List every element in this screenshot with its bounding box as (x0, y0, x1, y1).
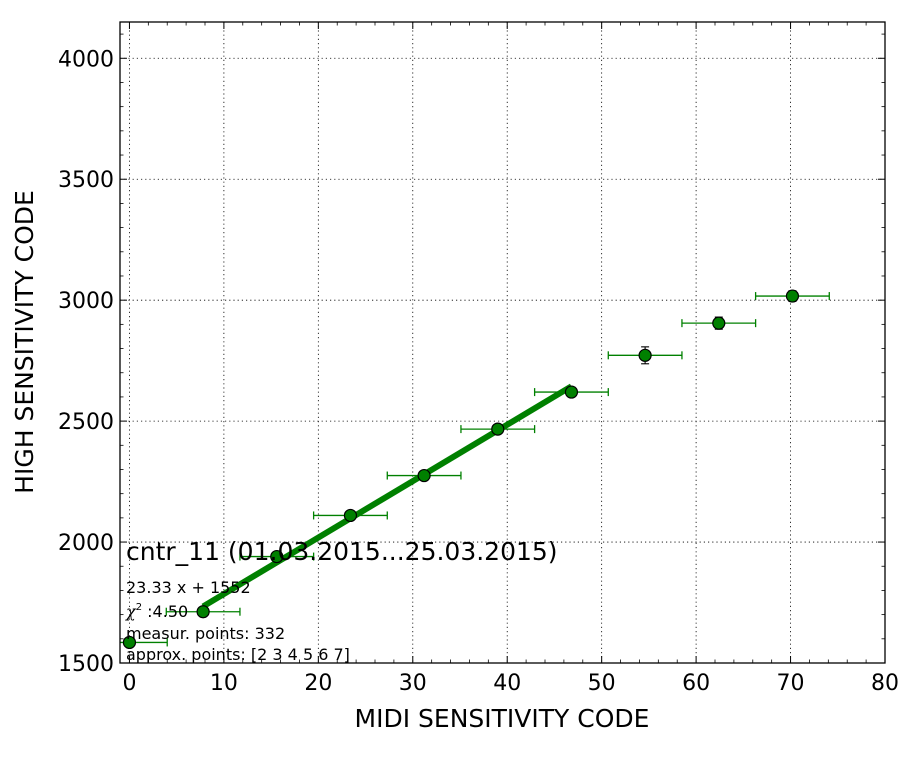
data-points (122, 289, 800, 650)
x-tick-label: 20 (304, 671, 332, 696)
chi-value: :4.50 (142, 602, 188, 621)
x-tick-label: 50 (588, 671, 616, 696)
y-tick-label: 2000 (58, 531, 114, 556)
data-point (270, 549, 284, 564)
data-point (417, 468, 431, 483)
chi-symbol: χ (125, 602, 137, 621)
x-tick-label: 30 (399, 671, 427, 696)
tick-labels: 0 10 20 30 40 50 60 70 80 1500 2000 2500 3000 3500 400… (58, 47, 899, 696)
annotations: cntr_11 (01.03.2015...25.03.2015) 23.33 … (125, 537, 558, 664)
y-tick-label: 3500 (58, 168, 114, 193)
data-point (564, 385, 579, 399)
annotation-chi-square: χ2 :4.50 (125, 602, 188, 621)
data-point (491, 422, 505, 436)
x-tick-label: 60 (682, 671, 710, 696)
data-point (343, 508, 358, 523)
chi-exponent: 2 (136, 602, 142, 613)
fit-line-segment (201, 383, 573, 609)
y-axis-label: HIGH SENSITIVITY CODE (10, 190, 39, 494)
data-point (638, 348, 652, 362)
data-point (712, 316, 726, 330)
ticks (120, 22, 886, 664)
annotation-equation: 23.33 x + 1552 (126, 578, 251, 597)
x-tick-label: 10 (210, 671, 238, 696)
x-tick-label: 40 (493, 671, 521, 696)
plot-area (120, 289, 830, 650)
grid (120, 22, 885, 663)
annotation-title: cntr_11 (01.03.2015...25.03.2015) (126, 537, 558, 566)
x-tick-label: 70 (777, 671, 805, 696)
annotation-measur-points: measur. points: 332 (126, 624, 285, 643)
data-point (196, 605, 210, 619)
y-tick-label: 1500 (58, 652, 114, 677)
plot-frame (119, 21, 886, 664)
data-point (785, 289, 800, 303)
x-tick-label: 80 (871, 671, 899, 696)
annotation-approx-points: approx. points: [2 3 4 5 6 7] (126, 645, 350, 664)
x-tick-label: 0 (122, 671, 136, 696)
y-tick-label: 2500 (58, 410, 114, 435)
y-tick-label: 3000 (58, 289, 114, 314)
x-axis-label: MIDI SENSITIVITY CODE (355, 704, 650, 733)
fit-line (201, 383, 573, 609)
data-point (122, 635, 137, 650)
y-tick-label: 4000 (58, 47, 114, 72)
